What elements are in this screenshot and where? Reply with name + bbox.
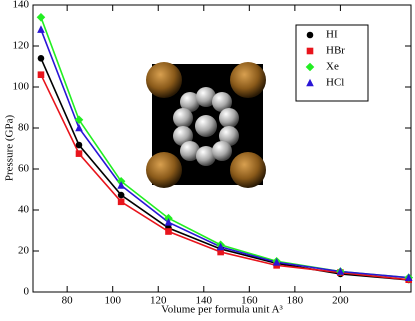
marker: [36, 13, 46, 22]
inset-image: [146, 62, 266, 188]
legend-marker: [306, 78, 314, 87]
legend-box: [295, 24, 369, 102]
marker: [164, 218, 173, 226]
legend-label: HBr: [326, 45, 345, 57]
x-tick-label: 120: [150, 295, 167, 307]
marker: [216, 242, 225, 251]
marker: [75, 123, 83, 132]
y-axis-label: Pressure (GPa): [4, 115, 16, 182]
marker: [75, 141, 83, 149]
legend-label: HCl: [326, 77, 344, 89]
marker: [75, 150, 83, 157]
y-tick-label: 80: [18, 122, 30, 134]
legend-label: Xe: [326, 61, 339, 73]
x-axis-label: Volume per formula unit A³: [161, 304, 283, 316]
x-tick-label: 180: [287, 295, 304, 307]
y-tick-label: 140: [13, 0, 30, 11]
marker: [404, 273, 413, 281]
x-tick-label: 80: [62, 295, 74, 307]
series-line: [40, 57, 409, 281]
marker: [272, 257, 281, 266]
legend-marker: [306, 47, 314, 55]
x-tick-label: 100: [104, 295, 121, 307]
y-tick-label: 20: [18, 245, 30, 257]
legend-marker: [306, 31, 314, 39]
y-tick-label: 100: [13, 81, 30, 93]
x-tick-label: 140: [196, 295, 213, 307]
x-tick-label: 160: [241, 295, 258, 307]
marker: [37, 25, 45, 33]
marker: [165, 228, 172, 235]
legend-marker: [305, 62, 315, 72]
y-tick-label: 40: [18, 204, 30, 216]
marker: [117, 181, 125, 189]
marker: [117, 191, 125, 199]
marker: [37, 71, 45, 78]
plot-frame: [32, 4, 412, 293]
legend-label: HI: [326, 29, 338, 41]
series-line: [40, 29, 409, 279]
marker: [37, 55, 45, 62]
y-tick-label: 120: [13, 40, 30, 52]
x-tick-label: 200: [332, 295, 349, 307]
y-tick-label: 60: [18, 163, 30, 175]
marker: [217, 248, 224, 256]
marker: [117, 198, 125, 206]
y-tick-label: 0: [24, 286, 30, 298]
marker: [336, 267, 345, 275]
series-line: [40, 74, 409, 281]
marker: [74, 115, 84, 125]
